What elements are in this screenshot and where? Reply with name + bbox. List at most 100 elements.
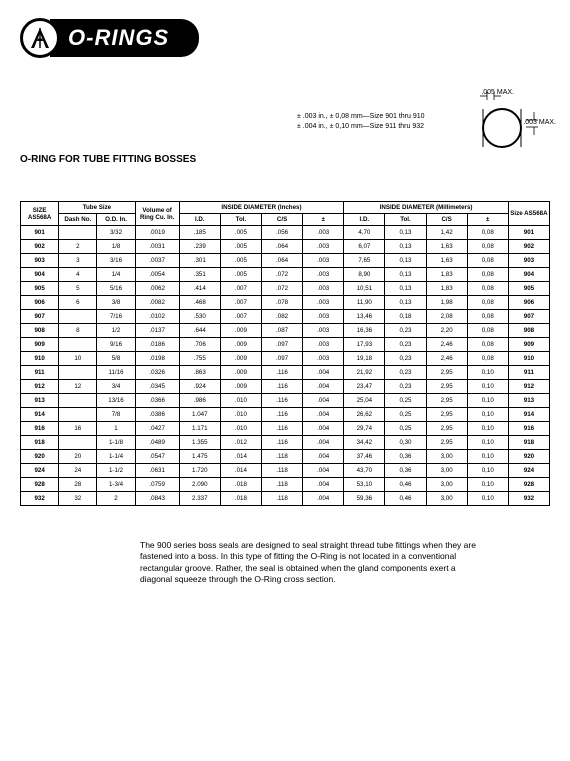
cell-ipm: .004 (303, 366, 344, 380)
table-row: 916161.04271.171.010.116.00429,740,252,9… (21, 422, 550, 436)
cell-iid: .301 (179, 254, 220, 268)
cell-size: 910 (21, 352, 59, 366)
cell-vol: .0062 (135, 282, 179, 296)
cell-iid: .239 (179, 240, 220, 254)
cell-mtol: 0,46 (385, 492, 426, 506)
cell-mcs: 1,98 (426, 296, 467, 310)
oring-table: SIZE AS568A Tube Size Volume of Ring Cu.… (20, 201, 550, 506)
cell-mcs: 2,95 (426, 380, 467, 394)
cell-vol: .0082 (135, 296, 179, 310)
cell-iid: 1.047 (179, 408, 220, 422)
col-itol: Tol. (220, 214, 261, 226)
cell-mid: 6,07 (344, 240, 385, 254)
cell-ipm: .004 (303, 492, 344, 506)
col-size: SIZE AS568A (21, 202, 59, 226)
cell-itol: .005 (220, 226, 261, 240)
cell-mcs: 3,00 (426, 478, 467, 492)
cell-od: 2 (97, 492, 135, 506)
cell-od: 5/8 (97, 352, 135, 366)
cell-ics: .116 (261, 422, 302, 436)
cell-ipm: .003 (303, 282, 344, 296)
cell-iid: .414 (179, 282, 220, 296)
cell-mid: 26,62 (344, 408, 385, 422)
cell-ics: .097 (261, 338, 302, 352)
cell-size: 903 (21, 254, 59, 268)
cell-itol: .005 (220, 240, 261, 254)
cell-mpm: 0,08 (467, 282, 508, 296)
cell-dash (59, 436, 97, 450)
cell-mid: 4,70 (344, 226, 385, 240)
cell-sizer: 910 (508, 352, 549, 366)
cell-od: 3/4 (97, 380, 135, 394)
header-bar: O-RINGS (20, 18, 550, 58)
cell-mpm: 0,10 (467, 492, 508, 506)
cell-mid: 19,18 (344, 352, 385, 366)
cell-size: 904 (21, 268, 59, 282)
cell-mtol: 0,25 (385, 408, 426, 422)
cell-size: 912 (21, 380, 59, 394)
cell-vol: .0102 (135, 310, 179, 324)
cell-size: 911 (21, 366, 59, 380)
cell-vol: .0019 (135, 226, 179, 240)
cell-dash: 3 (59, 254, 97, 268)
cell-ics: .087 (261, 324, 302, 338)
cell-ipm: .003 (303, 324, 344, 338)
cell-iid: .351 (179, 268, 220, 282)
cell-mpm: 0,08 (467, 310, 508, 324)
cell-mtol: 0,36 (385, 450, 426, 464)
cell-mid: 59,36 (344, 492, 385, 506)
cell-size: 914 (21, 408, 59, 422)
cell-mtol: 0,13 (385, 296, 426, 310)
cell-mid: 8,90 (344, 268, 385, 282)
cell-itol: .018 (220, 478, 261, 492)
cell-mpm: 0,08 (467, 296, 508, 310)
cell-itol: .014 (220, 450, 261, 464)
cell-mid: 53,10 (344, 478, 385, 492)
cell-ics: .118 (261, 450, 302, 464)
cell-vol: .0345 (135, 380, 179, 394)
cell-mpm: 0,08 (467, 240, 508, 254)
cell-od: 5/16 (97, 282, 135, 296)
cell-iid: .863 (179, 366, 220, 380)
cell-iid: .185 (179, 226, 220, 240)
cell-mcs: 2,95 (426, 436, 467, 450)
table-row: 910105/8.0198.755.009.097.00319,180,232,… (21, 352, 550, 366)
cell-mid: 29,74 (344, 422, 385, 436)
table-row: 90881/2.0137.644.009.087.00316,360,232,2… (21, 324, 550, 338)
cell-mtol: 0,13 (385, 282, 426, 296)
tolerance-annotation: .005 MAX. .003 MAX. ± .003 in., ± 0,08 m… (432, 90, 542, 150)
table-row: 924241-1/2.06311.720.014.118.00443,700,3… (21, 464, 550, 478)
cell-size: 918 (21, 436, 59, 450)
cell-vol: .0198 (135, 352, 179, 366)
cell-size: 932 (21, 492, 59, 506)
cell-iid: 2.090 (179, 478, 220, 492)
logo-icon (20, 18, 60, 58)
table-row: 90333/16.0037.301.005.064.0037,650,131,6… (21, 254, 550, 268)
cell-ics: .064 (261, 254, 302, 268)
cell-sizer: 912 (508, 380, 549, 394)
cell-mpm: 0,08 (467, 324, 508, 338)
col-ics: C/S (261, 214, 302, 226)
cell-sizer: 907 (508, 310, 549, 324)
col-tube-size: Tube Size (59, 202, 135, 214)
cell-mpm: 0,10 (467, 366, 508, 380)
cell-iid: .924 (179, 380, 220, 394)
cell-mpm: 0,10 (467, 408, 508, 422)
cell-sizer: 916 (508, 422, 549, 436)
cell-mpm: 0,08 (467, 268, 508, 282)
cell-mcs: 2,08 (426, 310, 467, 324)
table-body: 9013/32.0019.185.005.056.0034,700,131,42… (21, 226, 550, 506)
cell-ics: .116 (261, 380, 302, 394)
col-id-in: INSIDE DIAMETER (Inches) (179, 202, 344, 214)
page-title: O-RINGS (50, 19, 199, 57)
cell-mtol: 0,18 (385, 310, 426, 324)
cell-mcs: 2,46 (426, 338, 467, 352)
cell-itol: .009 (220, 366, 261, 380)
cell-mpm: 0,10 (467, 450, 508, 464)
cell-mid: 43,70 (344, 464, 385, 478)
cell-ipm: .003 (303, 240, 344, 254)
cell-mcs: 1,83 (426, 268, 467, 282)
cell-ipm: .003 (303, 310, 344, 324)
cell-ipm: .004 (303, 464, 344, 478)
cell-sizer: 909 (508, 338, 549, 352)
